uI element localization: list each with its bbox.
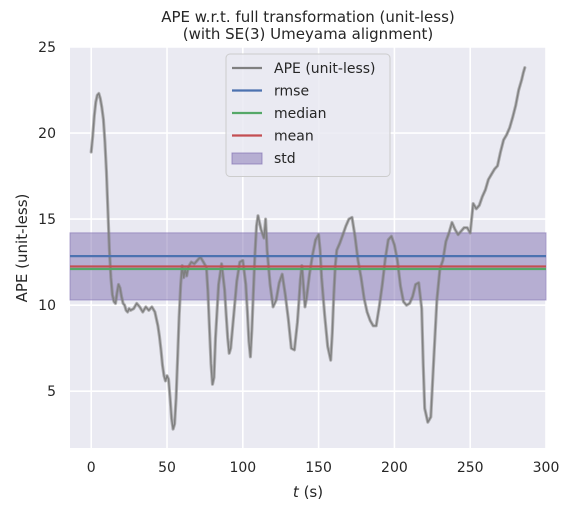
legend-entry: rmse bbox=[274, 84, 309, 100]
legend-std-swatch bbox=[231, 152, 263, 165]
legend-box bbox=[225, 53, 391, 177]
y-tick-label: 5 bbox=[47, 384, 56, 400]
y-tick-label: 15 bbox=[38, 212, 56, 228]
x-tick-label: 0 bbox=[87, 460, 96, 476]
y-tick-label: 25 bbox=[38, 40, 56, 56]
x-tick-label: 50 bbox=[158, 460, 176, 476]
legend-entry: std bbox=[274, 151, 296, 167]
legend-entry: mean bbox=[274, 129, 314, 145]
legend-entry: median bbox=[274, 106, 326, 122]
x-tick-label: 250 bbox=[457, 460, 484, 476]
x-tick-label: 100 bbox=[229, 460, 256, 476]
series-layer bbox=[89, 66, 527, 431]
y-tick-label: 20 bbox=[38, 126, 56, 142]
x-tick-label: 300 bbox=[533, 460, 560, 476]
x-axis-label: t (s) bbox=[293, 483, 323, 501]
y-axis-label: APE (unit-less) bbox=[13, 194, 31, 303]
chart-title-line1: APE w.r.t. full transformation (unit-les… bbox=[161, 8, 455, 26]
x-axis-label-unit: (s) bbox=[299, 483, 323, 501]
legend: APE (unit-less) rmse median mean std bbox=[225, 53, 391, 177]
chart-title-line2: (with SE(3) Umeyama alignment) bbox=[183, 25, 434, 43]
x-axis-label-var: t bbox=[293, 483, 300, 501]
ape-series-line bbox=[90, 67, 526, 430]
x-tick-label: 200 bbox=[381, 460, 408, 476]
legend-entry: APE (unit-less) bbox=[274, 61, 376, 77]
y-tick-label: 10 bbox=[38, 298, 56, 314]
tick-labels: 0 50 100 150 200 250 300 5 10 15 20 25 bbox=[38, 40, 559, 476]
stat-lines bbox=[70, 255, 546, 271]
x-tick-label: 150 bbox=[305, 460, 332, 476]
